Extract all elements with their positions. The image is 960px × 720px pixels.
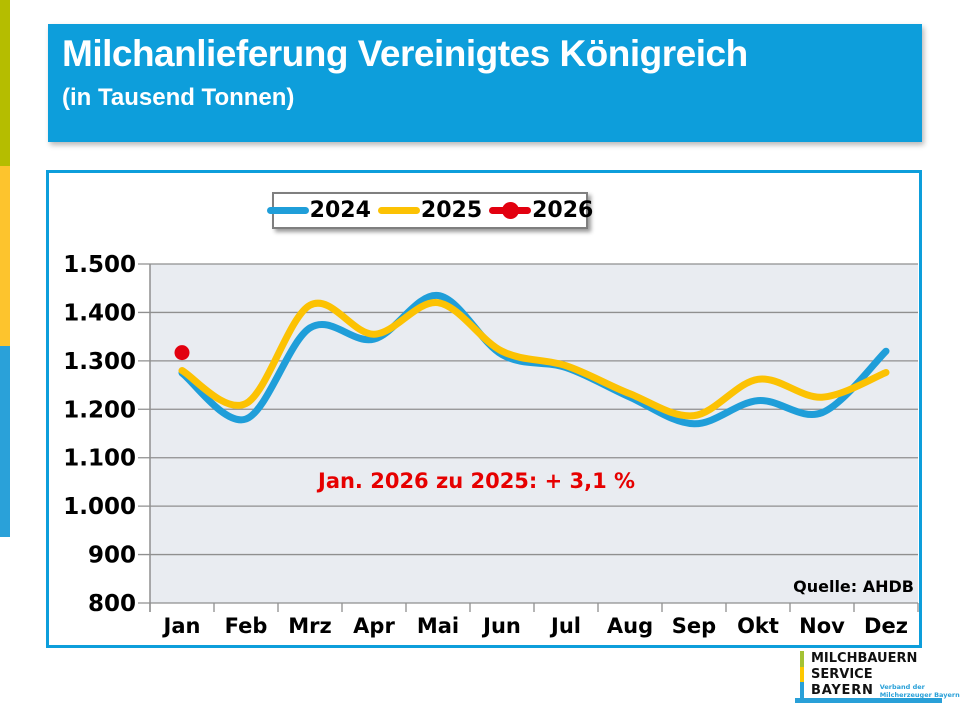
legend-line-dot-icon (489, 202, 532, 219)
logo-subtext-line-1: Verband der (879, 683, 925, 691)
chart-legend: 2024 2025 2026 (266, 192, 593, 229)
y-tick-label: 1.400 (63, 300, 136, 326)
y-tick-label: 1.000 (63, 494, 136, 520)
logo-line-1: MILCHBAUERN (811, 651, 918, 666)
logo-underline (795, 698, 942, 703)
legend-line-icon (266, 207, 309, 214)
x-tick-label: Mai (417, 614, 459, 638)
x-tick-label: Mrz (288, 614, 331, 638)
left-stripe-yellow (0, 166, 10, 346)
x-tick-label: Dez (864, 614, 908, 638)
legend-item-2026: 2026 (489, 198, 593, 223)
left-stripe-blue (0, 346, 10, 537)
legend-line-icon (377, 207, 420, 214)
x-tick-label: Apr (353, 614, 395, 638)
legend-label: 2026 (532, 198, 594, 223)
page-subtitle: (in Tausend Tonnen) (62, 84, 295, 111)
legend-label: 2025 (420, 198, 483, 223)
header-panel: Milchanlieferung Vereinigtes Königreich … (48, 24, 922, 142)
annotation-text: Jan. 2026 zu 2025: + 3,1 % (318, 469, 636, 493)
logo-subtext: Verband der Milcherzeuger Bayern (880, 683, 960, 699)
x-tick-label: Jan (162, 614, 201, 638)
y-tick-label: 1.300 (63, 349, 136, 375)
logo: MILCHBAUERN SERVICE BAYERN Verband der M… (800, 651, 960, 699)
logo-line-2: SERVICE (811, 667, 873, 682)
y-tick-label: 900 (88, 543, 136, 569)
logo-subtext-line-2: Milcherzeuger Bayern (879, 691, 960, 699)
x-tick-label: Jul (549, 614, 581, 638)
y-tick-label: 1.100 (63, 446, 136, 472)
x-tick-label: Nov (799, 614, 845, 638)
y-tick-label: 1.500 (63, 252, 136, 278)
x-tick-label: Feb (225, 614, 268, 638)
x-tick-label: Sep (672, 614, 716, 638)
logo-color-bar-icon (800, 651, 804, 699)
x-tick-label: Okt (737, 614, 779, 638)
source-text: Quelle: AHDB (793, 577, 914, 596)
y-tick-label: 800 (88, 591, 136, 617)
series-2026-point (174, 345, 190, 361)
left-stripe-olive (0, 0, 10, 166)
x-tick-label: Jun (481, 614, 521, 638)
logo-text: MILCHBAUERN SERVICE BAYERN Verband der M… (811, 651, 960, 699)
series-2025-line (178, 299, 890, 420)
series-2024-line (178, 292, 890, 428)
legend-item-2024: 2024 (266, 198, 371, 223)
legend-item-2025: 2025 (377, 198, 483, 223)
legend-label: 2024 (309, 198, 371, 223)
x-tick-label: Aug (607, 614, 653, 638)
logo-line-3: BAYERN (811, 683, 874, 698)
page-title: Milchanlieferung Vereinigtes Königreich (62, 33, 748, 74)
plot-area (150, 264, 918, 603)
y-tick-label: 1.200 (63, 397, 136, 423)
legend-dot-icon (502, 202, 520, 219)
